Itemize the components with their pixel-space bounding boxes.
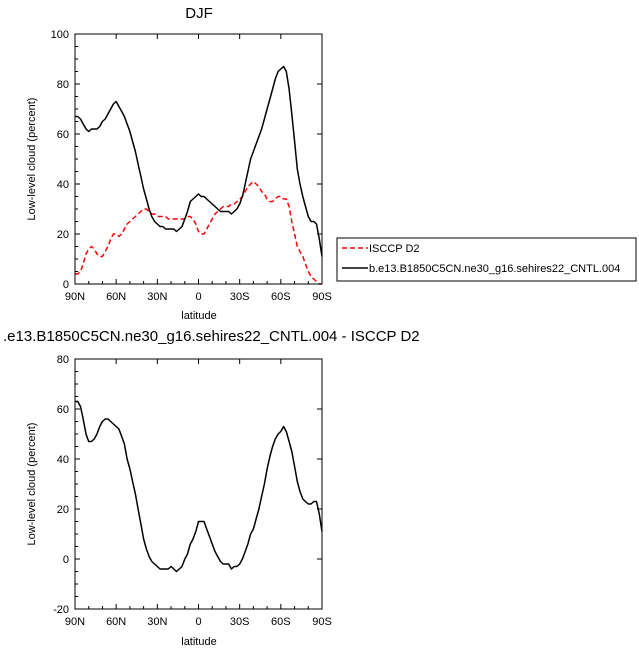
top-x-tick-label: 0 — [195, 291, 201, 303]
bottom-x-tick-label: 90S — [312, 616, 332, 628]
bottom-series-group — [75, 400, 323, 573]
top-y-tick-label: 80 — [57, 79, 69, 91]
top-x-tick-label: 30N — [147, 291, 167, 303]
legend-box — [336, 237, 637, 282]
top-y-tick-label: 40 — [57, 179, 69, 191]
legend-label-model: b.e13.B1850C5CN.ne30_g16.sehires22_CNTL.… — [369, 263, 620, 275]
bottom-x-tick-label: 90N — [65, 616, 85, 628]
bottom-y-tick-label: 60 — [57, 404, 69, 416]
diff-x-axis-label: latitude — [181, 636, 216, 648]
bottom-x-tick-label: 60N — [106, 616, 126, 628]
top-y-tick-label: 60 — [57, 129, 69, 141]
top-series-line-0 — [75, 180, 322, 285]
top-y-tick-label: 20 — [57, 229, 69, 241]
bottom-y-tick-label: 20 — [57, 504, 69, 516]
bottom-x-tick-label: 60S — [271, 616, 291, 628]
bottom-plot-frame — [74, 358, 323, 610]
top-x-tick-label: 60S — [271, 291, 291, 303]
y-axis-label: Low-level cloud (percent) — [26, 98, 38, 221]
top-y-tick-label: 100 — [51, 29, 69, 41]
legend: ISCCP D2 b.e13.B1850C5CN.ne30_g16.sehire… — [336, 237, 637, 282]
bottom-x-tick-label: 0 — [195, 616, 201, 628]
bottom-x-tick-label: 30S — [230, 616, 250, 628]
top-x-tick-label: 60N — [106, 291, 126, 303]
bottom-y-tick-label: -20 — [53, 604, 69, 616]
diff-y-axis-label: Low-level cloud (percent) — [26, 423, 38, 546]
chart-title: DJF — [185, 5, 213, 22]
top-series-group — [75, 65, 323, 285]
top-plot-frame — [74, 33, 323, 285]
top-x-tick-label: 90S — [312, 291, 332, 303]
top-y-tick-label: 0 — [63, 279, 69, 291]
top-axes: 90N 60N 30N 0 30S 60S 90S 0 20 40 60 80 100 — [51, 29, 332, 303]
bottom-panel: .e13.B1850C5CN.ne30_g16.sehires22_CNTL.0… — [3, 328, 420, 648]
diff-chart-title: .e13.B1850C5CN.ne30_g16.sehires22_CNTL.0… — [3, 328, 420, 345]
bottom-y-tick-label: 40 — [57, 454, 69, 466]
top-series-line-1 — [75, 65, 323, 257]
bottom-x-tick-label: 30N — [147, 616, 167, 628]
bottom-axes: 90N 60N 30N 0 30S 60S 90S -20 0 20 40 60 80 — [53, 354, 332, 628]
legend-label-isccp: ISCCP D2 — [369, 243, 420, 255]
top-x-tick-label: 90N — [65, 291, 85, 303]
x-axis-label: latitude — [181, 310, 216, 322]
bottom-y-tick-label: 0 — [63, 554, 69, 566]
top-panel: DJF 90N 60N 30N 0 30S 60S 90S 0 20 40 60 80 100 lati… — [26, 5, 332, 322]
top-x-tick-label: 30S — [230, 291, 250, 303]
bottom-y-tick-label: 80 — [57, 354, 69, 366]
bottom-series-line-0 — [75, 400, 323, 573]
